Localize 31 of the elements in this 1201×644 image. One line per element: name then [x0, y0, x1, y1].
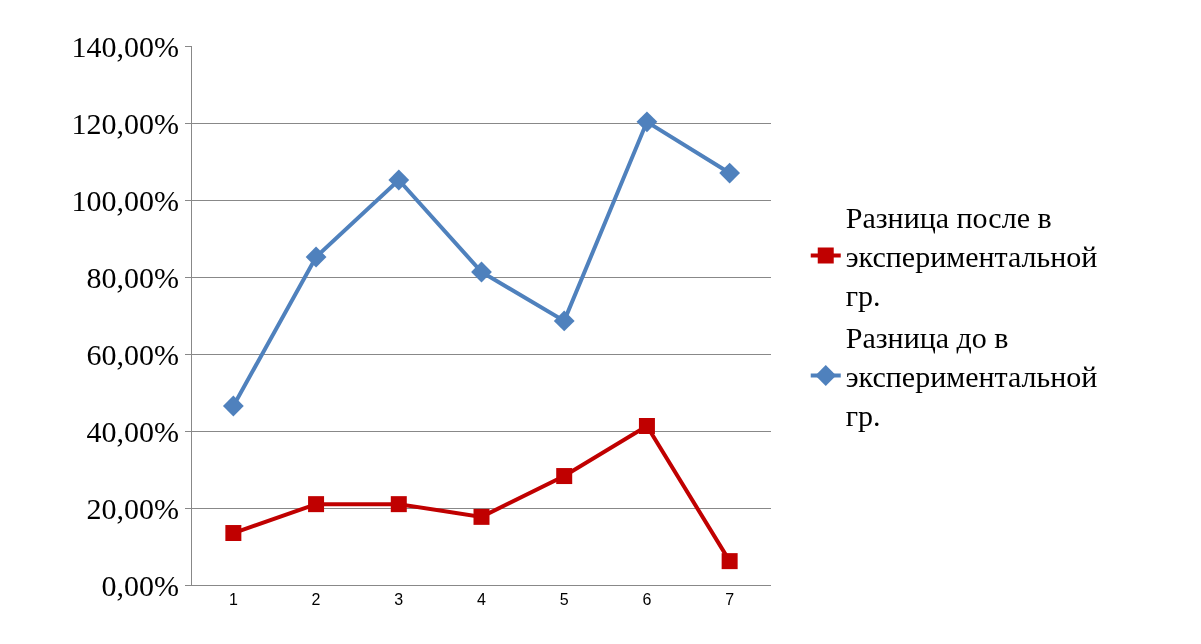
y-tick-label: 120,00%	[71, 106, 179, 140]
point	[222, 395, 244, 417]
point	[305, 246, 327, 268]
point	[225, 525, 242, 542]
legend-label: Разница после в экспериментальной гр.	[845, 201, 1098, 313]
x-tick-label: 7	[725, 591, 735, 609]
x-tick-label: 5	[559, 591, 569, 609]
point	[721, 553, 738, 570]
point	[308, 496, 325, 513]
point	[388, 169, 410, 191]
x-tick-label: 3	[394, 591, 404, 609]
point	[473, 508, 490, 525]
point	[390, 496, 407, 513]
x-tick-label: 6	[642, 591, 652, 609]
y-tick-label: 100,00%	[71, 183, 179, 217]
y-tick-label: 60,00%	[86, 337, 179, 371]
point	[556, 468, 573, 485]
point	[553, 310, 575, 332]
y-tick-label: 80,00%	[86, 260, 179, 294]
y-tick-label: 0,00%	[101, 568, 179, 602]
legend-label: Разница до в экспериментальной гр.	[845, 321, 1098, 433]
x-tick-label: 2	[311, 591, 321, 609]
point	[636, 111, 658, 133]
point	[638, 418, 655, 434]
y-tick-label: 20,00%	[86, 491, 179, 525]
y-tick-label: 40,00%	[86, 414, 179, 448]
x-tick-label: 1	[228, 591, 238, 609]
x-tick-label: 4	[477, 591, 487, 609]
y-tick-label: 140,00%	[71, 29, 179, 63]
point	[471, 261, 492, 283]
point	[719, 162, 741, 184]
